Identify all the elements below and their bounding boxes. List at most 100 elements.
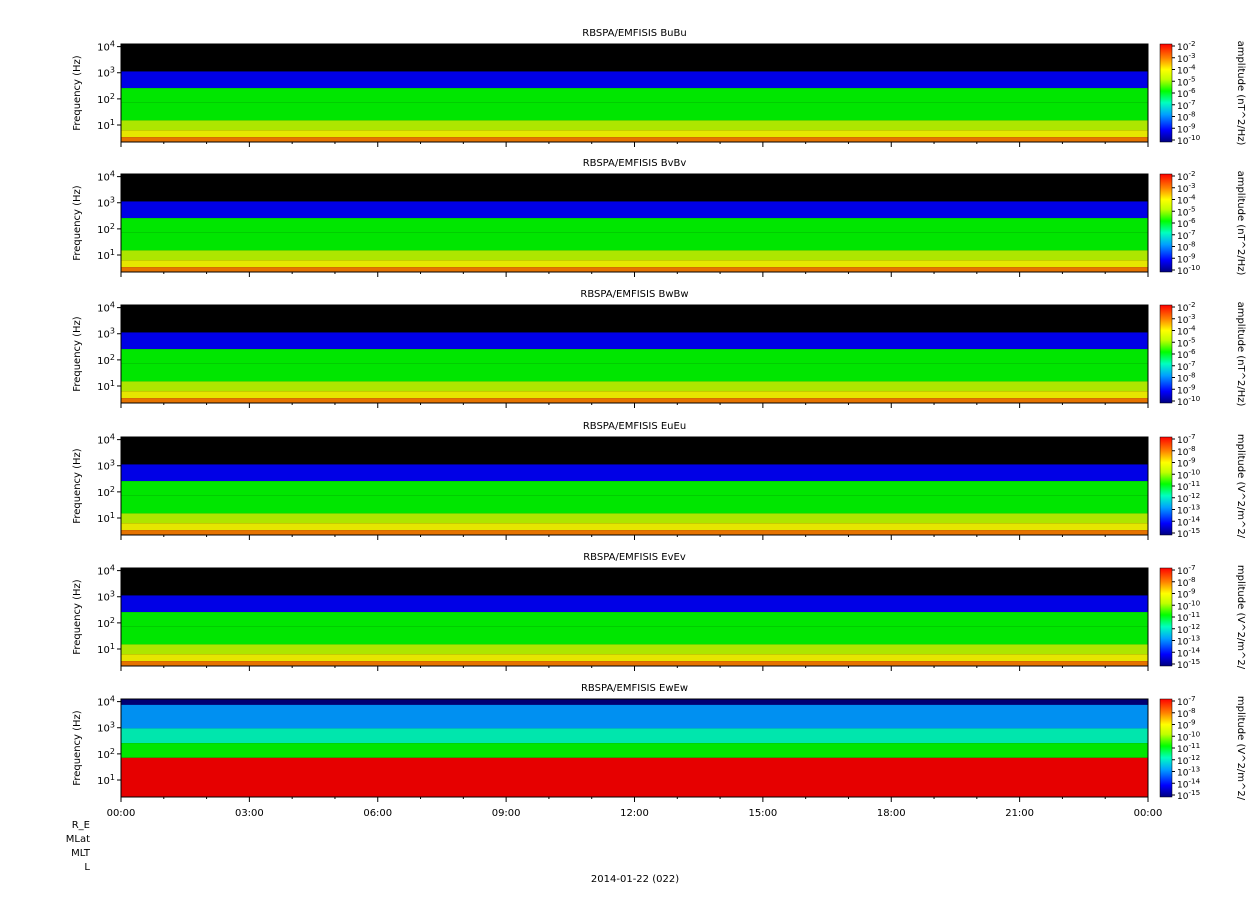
y-tick-label: 103 [97,721,115,735]
panel-title: RBSPA/EMFISIS BwBw [580,289,688,300]
colorbar-tick-label: 10-14 [1177,514,1201,528]
x-tick-label: 12:00 [620,808,649,819]
colorbar-tick-label: 10-9 [1177,251,1196,265]
colorbar-tick-label: 10-4 [1177,193,1196,207]
colorbar-tick-label: 10-7 [1177,98,1196,112]
spectral-band [121,654,1148,662]
spectral-band [121,201,1148,219]
colorbar-tick-label: 10-6 [1177,347,1196,361]
y-tick-label: 102 [97,485,115,499]
colorbar-tick-label: 10-10 [1177,729,1201,743]
re-label: R_E [71,820,90,831]
spectral-band [121,728,1148,744]
spectral-band [121,398,1148,403]
spectral-band [121,481,1148,496]
y-tick-label: 104 [97,170,115,184]
colorbar-tick-label: 10-6 [1177,216,1196,230]
colorbar-tick-label: 10-12 [1177,491,1200,505]
y-tick-label: 101 [97,248,115,262]
y-tick-label: 104 [97,695,115,709]
panel-title: RBSPA/EMFISIS BuBu [582,28,686,39]
colorbar-tick-label: 10-8 [1177,371,1196,385]
spectral-band [121,267,1148,272]
y-tick-label: 102 [97,616,115,630]
colorbar [1159,173,1173,273]
colorbar-tick-label: 10-2 [1177,300,1196,314]
colorbar-tick-label: 10-5 [1177,74,1196,88]
colorbar-tick-label: 10-8 [1177,706,1196,720]
colorbar-tick-label: 10-9 [1177,121,1196,135]
spectral-band [121,102,1148,121]
colorbar [1159,436,1173,536]
colorbar-tick-label: 10-13 [1177,634,1200,648]
colorbar-tick-label: 10-9 [1177,587,1196,601]
spectral-band [121,704,1148,729]
spectrogram-panel: RBSPA/EMFISIS EvEv Frequency (Hz) 101 102 10… [72,552,1246,671]
colorbar-tick-label: 10-10 [1177,133,1201,147]
colorbar-tick-label: 10-8 [1177,110,1196,124]
x-tick-label: 18:00 [877,808,906,819]
colorbar-tick-label: 10-9 [1177,456,1196,470]
y-axis-label: Frequency (Hz) [72,579,83,655]
colorbar-tick-label: 10-10 [1177,394,1201,408]
colorbar-tick-label: 10-9 [1177,382,1196,396]
colorbar-tick-label: 10-12 [1177,753,1200,767]
spectral-band [121,595,1148,613]
spectral-band [121,612,1148,627]
y-tick-label: 103 [97,66,115,80]
colorbar-tick-label: 10-11 [1177,479,1200,493]
y-axis-label: Frequency (Hz) [72,185,83,261]
spectral-band [121,495,1148,514]
y-axis-label: Frequency (Hz) [72,710,83,786]
spectral-band [121,626,1148,645]
colorbar-tick-label: 10-8 [1177,444,1196,458]
y-tick-label: 101 [97,773,115,787]
panel-title: RBSPA/EMFISIS EwEw [581,683,688,694]
colorbar [1159,43,1173,143]
ephemeris-labels: R_E MLat MLT L [40,819,90,875]
panel-title: RBSPA/EMFISIS BvBv [583,158,687,169]
colorbar [1159,698,1173,798]
y-tick-label: 103 [97,327,115,341]
colorbar-tick-label: 10-7 [1177,432,1196,446]
spectral-band [121,661,1148,666]
x-tick-label: 06:00 [363,808,392,819]
panel-title: RBSPA/EMFISIS EvEv [583,552,686,563]
colorbar-label: mplitude (V^2/m^2/ [1235,434,1246,539]
colorbar-label: amplitude (nT^2/Hz) [1235,302,1246,407]
colorbar-tick-label: 10-6 [1177,86,1196,100]
y-tick-label: 101 [97,642,115,656]
spectral-band [121,332,1148,350]
spectral-band [121,381,1148,392]
colorbar-tick-label: 10-3 [1177,51,1196,65]
colorbar-label: mplitude (V^2/m^2/ [1235,696,1246,801]
colorbar-tick-label: 10-9 [1177,718,1196,732]
mlt-label: MLT [71,848,90,859]
colorbar-tick-label: 10-4 [1177,63,1196,77]
spectral-band [121,260,1148,268]
colorbar-tick-label: 10-2 [1177,39,1196,53]
y-tick-label: 103 [97,590,115,604]
colorbar-tick-label: 10-2 [1177,169,1196,183]
colorbar-tick-label: 10-15 [1177,657,1200,671]
spectral-band [121,513,1148,524]
y-axis-label: Frequency (Hz) [72,316,83,392]
y-tick-label: 102 [97,92,115,106]
colorbar-tick-label: 10-11 [1177,610,1200,624]
spectral-band [121,523,1148,531]
colorbar-tick-label: 10-14 [1177,776,1201,790]
colorbar [1159,567,1173,667]
colorbar-tick-label: 10-15 [1177,788,1200,802]
x-tick-label: 03:00 [235,808,264,819]
y-tick-label: 102 [97,353,115,367]
x-tick-label: 21:00 [1005,808,1034,819]
y-tick-label: 104 [97,301,115,315]
spectral-band [121,349,1148,364]
colorbar-tick-label: 10-13 [1177,503,1200,517]
colorbar-tick-label: 10-12 [1177,622,1200,636]
spectral-band [121,363,1148,382]
x-tick-label: 15:00 [748,808,777,819]
spectral-band [121,757,1148,797]
colorbar-tick-label: 10-10 [1177,467,1201,481]
l-label: L [84,862,90,873]
